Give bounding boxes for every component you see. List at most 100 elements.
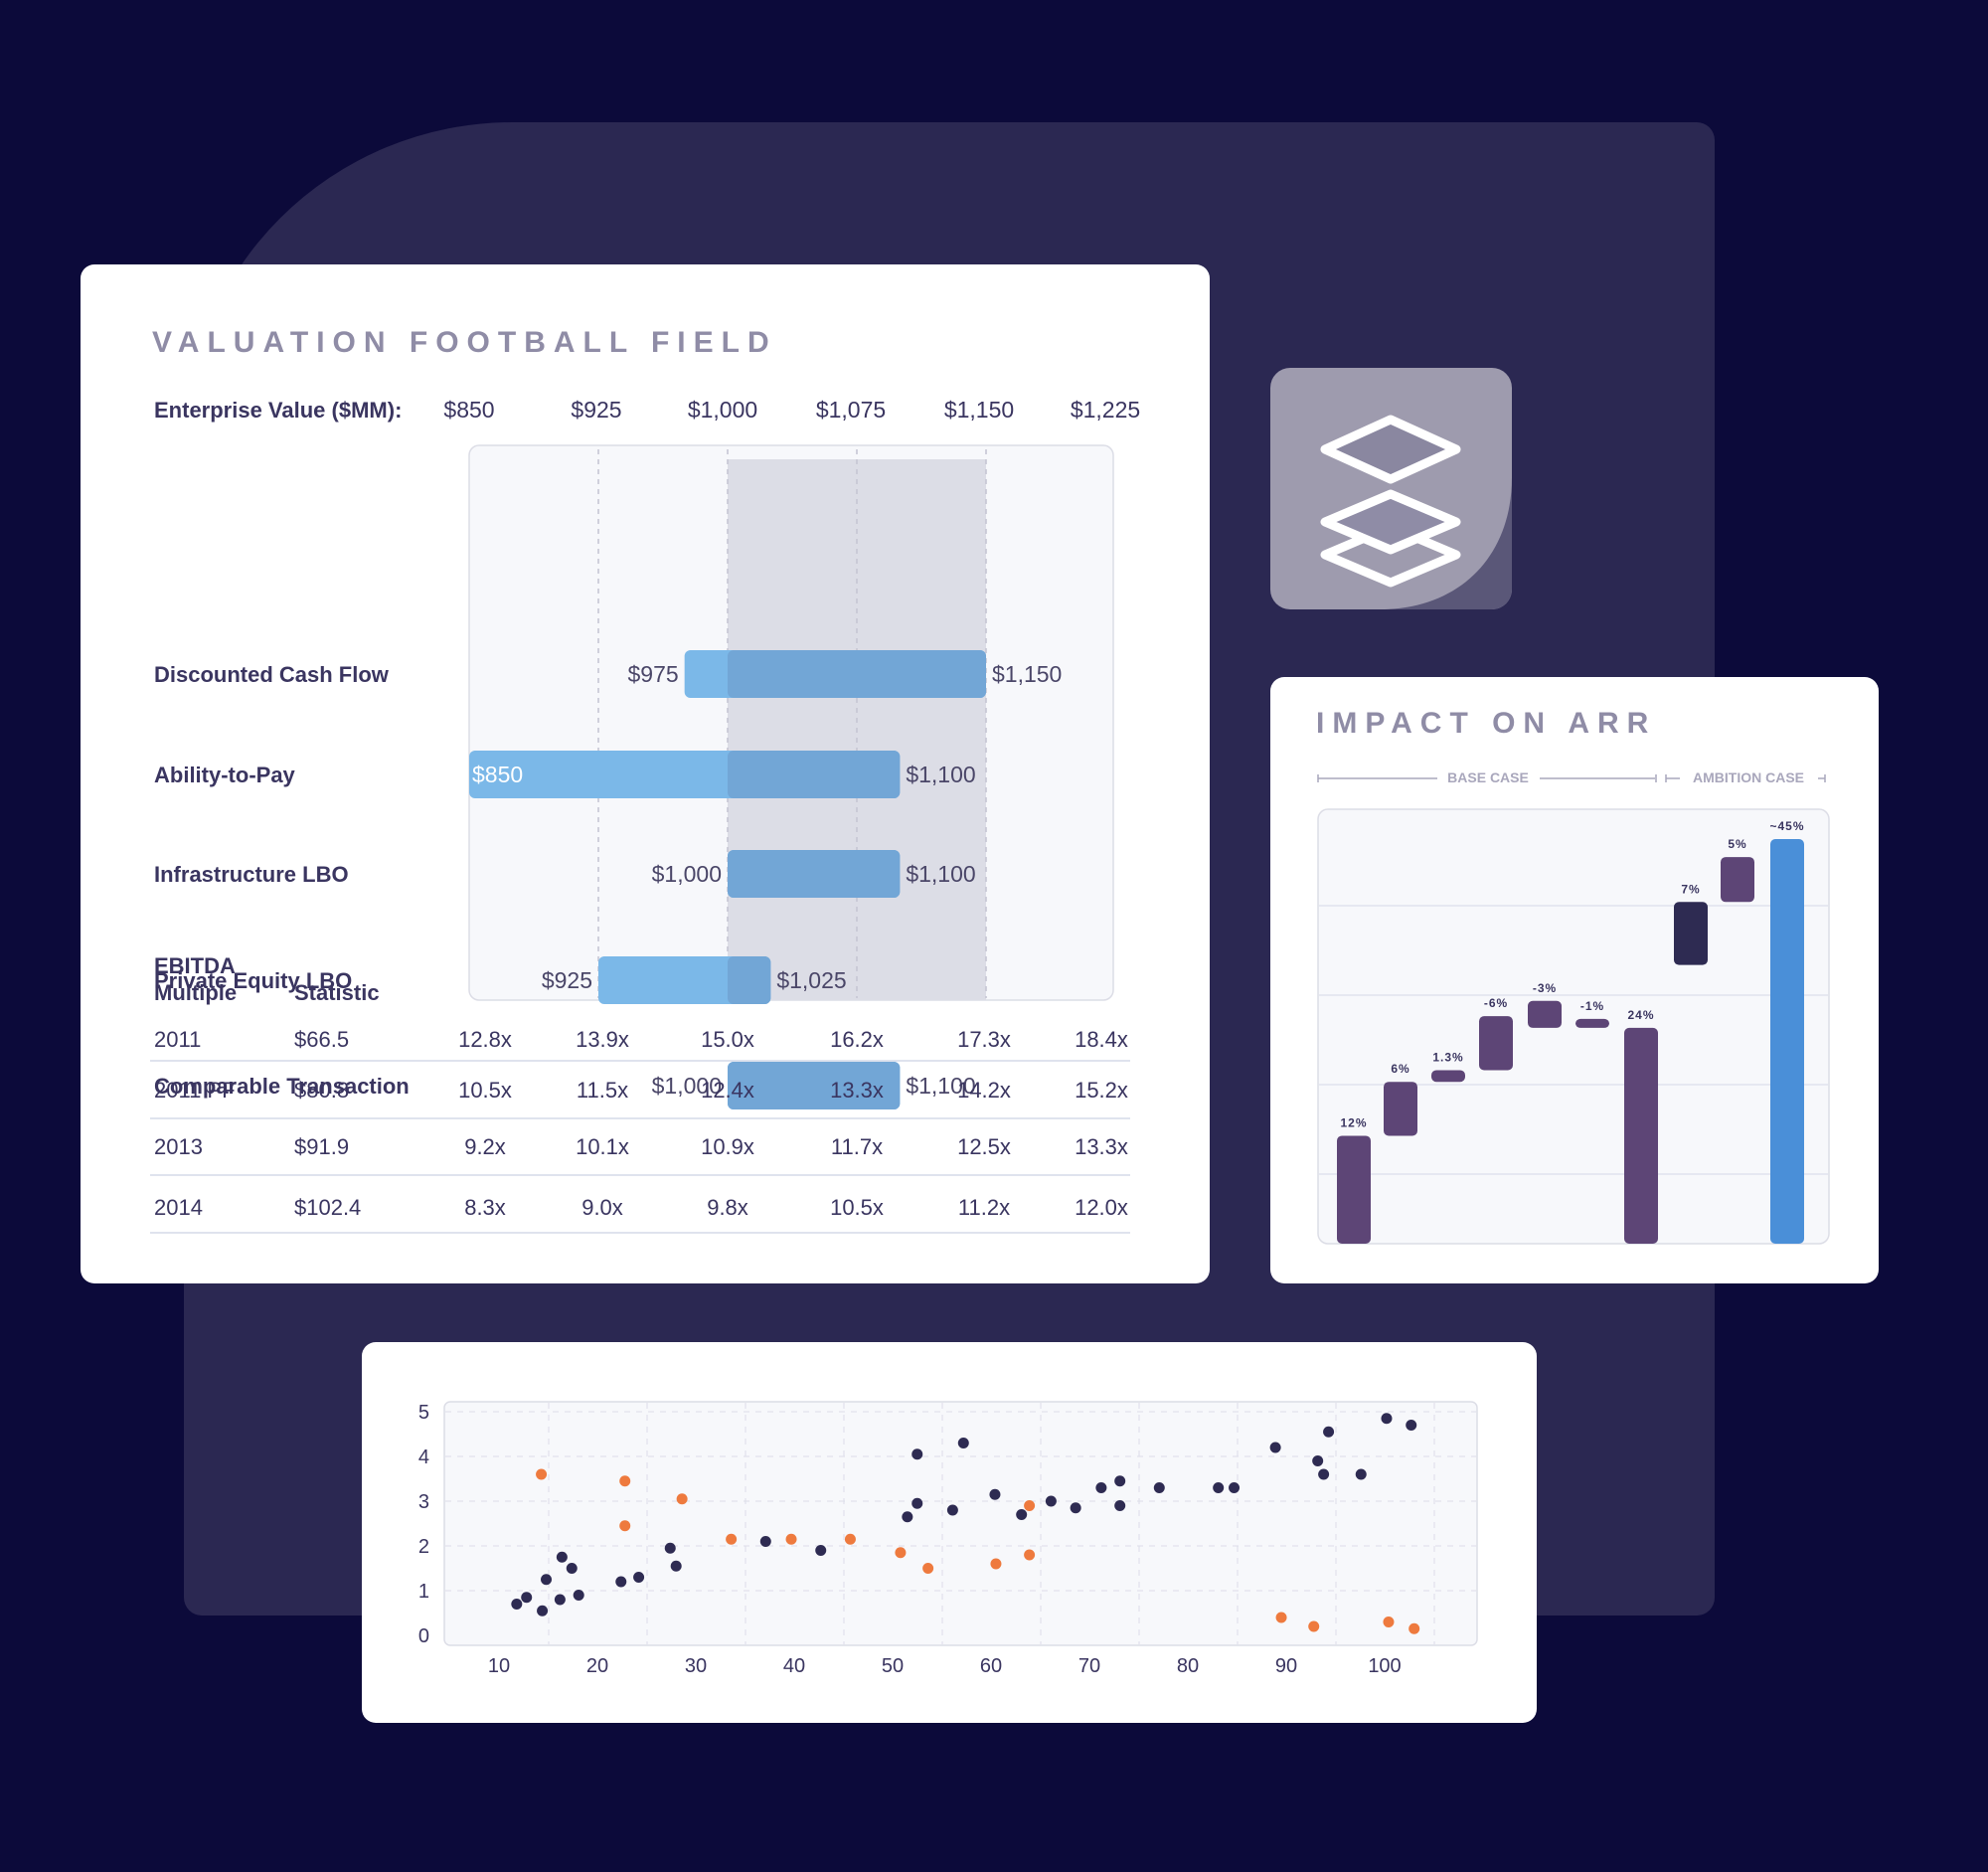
scatter-point [1312, 1455, 1324, 1466]
table-multiple: 14.2x [957, 1078, 1011, 1103]
x-tick-label: 80 [1177, 1655, 1199, 1677]
valuation-method-label: Private Equity LBO [154, 968, 352, 993]
table-year: 2011 PF [154, 1078, 236, 1103]
x-tick-label: 20 [586, 1655, 608, 1677]
scatter-point [1381, 1413, 1393, 1425]
arr-step-bar [1337, 1135, 1371, 1244]
scatter-point [521, 1592, 533, 1604]
scatter-point [619, 1520, 631, 1532]
scatter-point [1213, 1482, 1225, 1493]
scatter-point [619, 1475, 631, 1487]
scatter-point [1045, 1495, 1057, 1507]
table-multiple: 13.3x [830, 1078, 884, 1103]
arr-step-label: 24% [1627, 1008, 1654, 1022]
scatter-point [1229, 1482, 1241, 1493]
scatter-plot-card: 0 1 2 3 4 5 10 20 30 40 50 60 70 80 90 100 [362, 1342, 1537, 1723]
arr-step-bar [1624, 1027, 1658, 1244]
range-high-label: $1,025 [776, 967, 846, 993]
table-multiple: 10.1x [576, 1134, 629, 1159]
table-multiple: 10.9x [701, 1134, 754, 1159]
scatter-point [726, 1533, 738, 1545]
table-year: 2011 [154, 1027, 201, 1052]
arr-step-label: 6% [1391, 1062, 1409, 1076]
table-multiple: 9.2x [464, 1134, 506, 1159]
ev-tick-label: $850 [443, 397, 494, 423]
scatter-point [1153, 1482, 1165, 1493]
base-case-label: BASE CASE [1447, 769, 1529, 785]
scatter-point [541, 1574, 553, 1586]
scatter-point [1114, 1500, 1126, 1511]
scatter-point [1406, 1420, 1417, 1431]
valuation-method-label: Infrastructure LBO [154, 862, 349, 887]
scatter-point [573, 1590, 584, 1601]
scatter-point [554, 1594, 566, 1606]
football-field-chart: Enterprise Value ($MM): $850 $925 $1,000 $1,… [150, 397, 1140, 1234]
stacked-layers-icon [1320, 415, 1512, 609]
range-bar-overlap [728, 650, 986, 698]
scatter-point [664, 1542, 676, 1554]
y-tick-label: 0 [418, 1625, 429, 1647]
stacked-layers-tile[interactable] [1270, 368, 1512, 609]
scatter-point [556, 1551, 568, 1563]
table-multiple: 9.0x [581, 1195, 623, 1220]
range-low-label: $1,000 [652, 1073, 722, 1099]
y-tick-label: 3 [418, 1491, 429, 1513]
table-multiple: 11.7x [831, 1134, 883, 1159]
arr-step-label: 12% [1340, 1115, 1367, 1129]
scatter-point [1323, 1426, 1335, 1438]
ambition-case-label: AMBITION CASE [1693, 769, 1804, 785]
table-multiple: 12.4x [701, 1078, 754, 1103]
scatter-point [1016, 1509, 1028, 1520]
scatter-point [1024, 1549, 1036, 1561]
arr-step-bar [1479, 1016, 1513, 1071]
scatter-point [1269, 1442, 1281, 1453]
x-tick-label: 40 [783, 1655, 805, 1677]
arr-step-label: ~45% [1769, 819, 1804, 833]
table-multiple: 10.5x [830, 1195, 884, 1220]
x-tick-label: 70 [1078, 1655, 1100, 1677]
table-multiple: 13.9x [576, 1027, 629, 1052]
valuation-method-label: Ability-to-Pay [154, 763, 296, 787]
arr-step-bar [1384, 1082, 1417, 1136]
scatter-point [1383, 1617, 1395, 1627]
arr-step-bar [1674, 902, 1708, 965]
ebitda-header-line2: Multiple [154, 980, 237, 1005]
x-tick-label: 50 [882, 1655, 904, 1677]
scatter-point [895, 1547, 907, 1559]
scatter-point [537, 1605, 549, 1617]
scatter-point [536, 1468, 548, 1480]
range-bar-overlap [728, 850, 901, 898]
scatter-point [1275, 1612, 1287, 1623]
scatter-point [1024, 1500, 1036, 1511]
arr-step-label: -3% [1533, 981, 1557, 995]
table-multiple: 12.8x [458, 1027, 512, 1052]
arr-waterfall-chart: BASE CASE AMBITION CASE 12% 6% 1.3% -6% -3% -… [1317, 769, 1830, 1245]
scatter-point [1114, 1475, 1126, 1487]
range-high-label: $1,100 [906, 1073, 975, 1099]
table-statistic: $66.5 [294, 1027, 349, 1052]
arr-step-bar [1575, 1018, 1609, 1028]
range-low-label: $850 [472, 762, 523, 787]
scatter-point [911, 1448, 923, 1460]
x-tick-label: 10 [488, 1655, 510, 1677]
table-statistic: $80.8 [294, 1078, 349, 1103]
arr-step-label: 5% [1728, 837, 1746, 851]
table-multiple: 9.8x [707, 1195, 748, 1220]
range-high-label: $1,100 [906, 861, 975, 887]
scatter-point [911, 1497, 923, 1509]
impact-on-arr-card: IMPACT ON ARR BASE CASE AMBITION CASE 12… [1270, 677, 1879, 1283]
x-tick-label: 60 [980, 1655, 1002, 1677]
case-brackets [1317, 774, 1826, 782]
ev-tick-label: $1,000 [688, 397, 757, 423]
ev-tick-label: $925 [571, 397, 621, 423]
arr-step-label: 1.3% [1432, 1050, 1463, 1064]
arr-step-label: -1% [1580, 999, 1604, 1013]
arr-step-bar [1431, 1070, 1465, 1083]
scatter-point [785, 1533, 797, 1545]
scatter-point [1318, 1468, 1330, 1480]
x-tick-label: 30 [685, 1655, 707, 1677]
scatter-point [1095, 1482, 1107, 1493]
range-high-label: $1,150 [992, 661, 1062, 687]
scatter-point [902, 1511, 913, 1523]
scatter-point [676, 1493, 688, 1505]
